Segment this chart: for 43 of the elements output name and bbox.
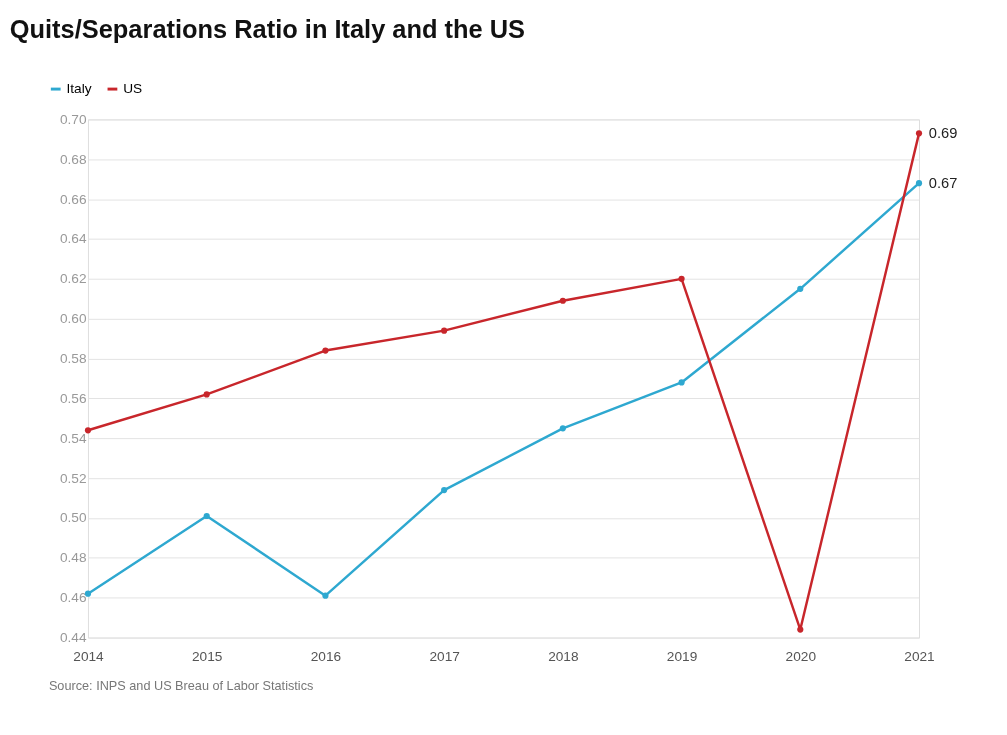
- y-tick-label: 0.58: [59, 350, 87, 366]
- x-tick-label: 2020: [785, 648, 817, 664]
- y-tick-label: 0.50: [59, 510, 87, 526]
- x-tick-label: 2016: [310, 648, 342, 664]
- point: [797, 626, 804, 633]
- x-tick-label: 2018: [548, 648, 579, 664]
- y-tick-label: 0.46: [59, 590, 87, 606]
- point: [441, 486, 448, 494]
- point: [322, 592, 329, 599]
- point: [797, 285, 804, 292]
- y-tick-label: 0.52: [59, 470, 87, 486]
- point: [203, 391, 210, 398]
- y-tick-label: 0.56: [59, 390, 87, 406]
- data-label: 0.67: [928, 175, 958, 192]
- point: [678, 379, 685, 386]
- legend-label: Italy: [66, 81, 92, 96]
- y-tick-label: 0.60: [59, 311, 87, 327]
- legend-label: US: [123, 81, 143, 96]
- y-tick-label: 0.48: [59, 550, 87, 566]
- point: [322, 347, 329, 354]
- data-label: 0.69: [928, 125, 958, 142]
- x-tick-label: 2014: [73, 648, 105, 664]
- chart-title: Quits/Separations Ratio in Italy and the US: [9, 15, 526, 44]
- y-tick-label: 0.66: [59, 191, 87, 207]
- point: [915, 180, 923, 187]
- y-tick-label: 0.54: [59, 430, 87, 446]
- x-tick-label: 2015: [191, 648, 223, 664]
- point: [84, 427, 92, 434]
- source-note: Source: INPS and US Breau of Labor Statistics: [48, 679, 314, 694]
- point: [203, 512, 210, 520]
- y-tick-label: 0.68: [59, 151, 87, 167]
- point: [559, 425, 566, 432]
- y-tick-label: 0.44: [59, 629, 87, 645]
- y-tick-label: 0.62: [59, 271, 87, 287]
- x-tick-label: 2021: [904, 648, 935, 664]
- point: [915, 130, 923, 137]
- y-tick-label: 0.64: [59, 231, 87, 247]
- y-tick-label: 0.70: [59, 111, 87, 127]
- x-tick-label: 2017: [429, 648, 460, 664]
- point: [559, 297, 566, 304]
- point: [441, 327, 448, 334]
- point: [678, 275, 685, 282]
- x-tick-label: 2019: [666, 648, 698, 664]
